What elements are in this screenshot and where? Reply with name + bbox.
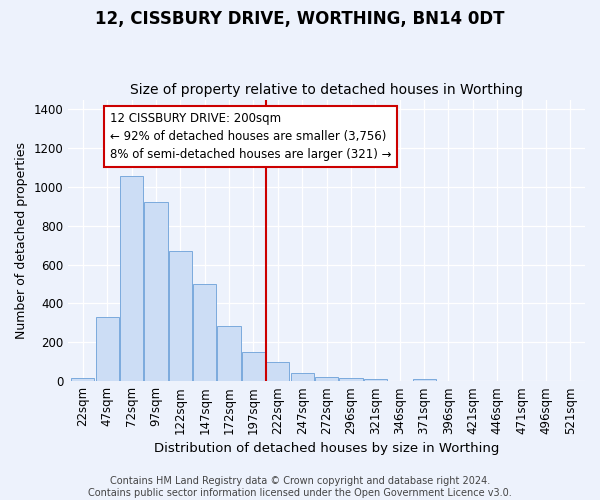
Bar xyxy=(95,317,119,381)
Y-axis label: Number of detached properties: Number of detached properties xyxy=(15,142,28,339)
Text: 12, CISSBURY DRIVE, WORTHING, BN14 0DT: 12, CISSBURY DRIVE, WORTHING, BN14 0DT xyxy=(95,10,505,28)
Bar xyxy=(364,379,387,381)
X-axis label: Distribution of detached houses by size in Worthing: Distribution of detached houses by size … xyxy=(154,442,499,455)
Bar xyxy=(120,176,143,381)
Bar xyxy=(193,284,216,381)
Bar xyxy=(169,251,192,381)
Bar xyxy=(71,378,94,381)
Bar xyxy=(315,378,338,381)
Bar xyxy=(340,378,362,381)
Text: 12 CISSBURY DRIVE: 200sqm
← 92% of detached houses are smaller (3,756)
8% of sem: 12 CISSBURY DRIVE: 200sqm ← 92% of detac… xyxy=(110,112,391,161)
Text: Contains HM Land Registry data © Crown copyright and database right 2024.
Contai: Contains HM Land Registry data © Crown c… xyxy=(88,476,512,498)
Bar xyxy=(242,352,265,381)
Bar xyxy=(217,326,241,381)
Bar xyxy=(266,362,289,381)
Bar xyxy=(290,374,314,381)
Title: Size of property relative to detached houses in Worthing: Size of property relative to detached ho… xyxy=(130,83,523,97)
Bar xyxy=(145,202,167,381)
Bar xyxy=(413,379,436,381)
